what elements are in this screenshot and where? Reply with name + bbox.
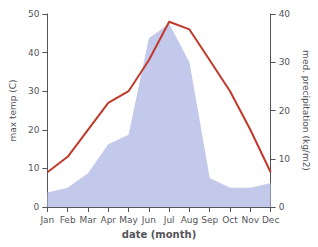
svg-text:May: May [119,215,138,225]
svg-text:10: 10 [279,154,291,164]
svg-text:20: 20 [279,106,291,116]
svg-text:Jun: Jun [141,215,156,225]
svg-text:10: 10 [28,163,40,173]
svg-text:Oct: Oct [222,215,238,225]
svg-text:40: 40 [279,9,291,19]
svg-text:20: 20 [28,125,40,135]
svg-text:0: 0 [34,202,40,212]
svg-text:Jan: Jan [39,215,54,225]
svg-text:Mar: Mar [79,215,96,225]
svg-text:30: 30 [28,86,40,96]
svg-text:0: 0 [279,202,285,212]
svg-text:max temp (C): max temp (C) [8,79,18,141]
svg-text:40: 40 [28,48,40,58]
svg-text:med. precipitation (kg/m2): med. precipitation (kg/m2) [301,50,311,171]
svg-text:Feb: Feb [60,215,76,225]
svg-text:Apr: Apr [100,215,116,225]
svg-text:30: 30 [279,57,291,67]
svg-text:Nov: Nov [242,215,260,225]
svg-text:Dec: Dec [262,215,279,225]
svg-text:Aug: Aug [181,215,199,225]
svg-text:Sep: Sep [201,215,218,225]
svg-text:date (month): date (month) [122,229,196,240]
svg-text:50: 50 [28,9,40,19]
svg-text:Jul: Jul [163,215,175,225]
